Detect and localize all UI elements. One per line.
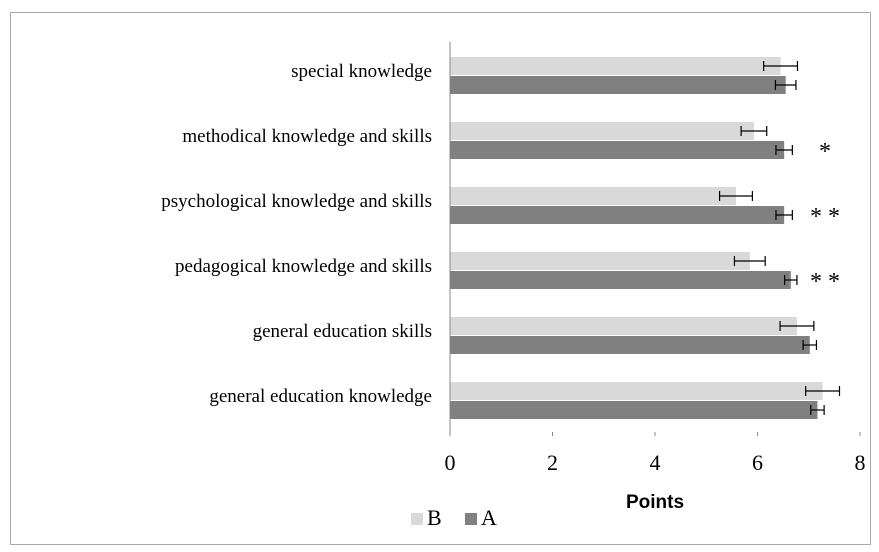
legend-label: A [481, 505, 497, 530]
bar [450, 57, 781, 75]
x-tick-label: 2 [547, 450, 558, 475]
y-tick-label: psychological knowledge and skills [161, 191, 432, 212]
x-tick-label: 4 [650, 450, 661, 475]
bar [450, 141, 785, 159]
y-tick-label: general education knowledge [209, 386, 432, 407]
x-tick-label: 6 [752, 450, 763, 475]
y-tick-label: methodical knowledge and skills [182, 126, 432, 147]
significance-mark: * [819, 139, 837, 165]
error-bar [740, 126, 768, 136]
bar [450, 206, 785, 224]
error-bar [718, 191, 753, 201]
error-bar [810, 405, 825, 415]
error-bar [763, 61, 799, 71]
error-bar [784, 275, 798, 285]
x-tick-label: 8 [855, 450, 866, 475]
y-tick-label: general education skills [253, 321, 432, 342]
bar [450, 187, 736, 205]
bar [450, 252, 750, 270]
y-tick-label: pedagogical knowledge and skills [175, 256, 432, 277]
legend-swatch [465, 513, 477, 525]
error-bar [733, 256, 766, 266]
bar [450, 122, 754, 140]
bar [450, 76, 786, 94]
bar [450, 401, 818, 419]
legend-label: B [427, 505, 442, 530]
legend-swatch [411, 513, 423, 525]
bar [450, 382, 823, 400]
error-bar [775, 210, 793, 220]
significance-mark: ** [810, 269, 846, 295]
bar [450, 336, 810, 354]
error-bar [774, 80, 797, 90]
error-bar [805, 386, 841, 396]
x-axis-label: Points [626, 492, 684, 513]
error-bar [802, 340, 818, 350]
bar [450, 271, 791, 289]
error-bar [779, 321, 815, 331]
significance-mark: ** [810, 204, 846, 230]
x-tick-label: 0 [445, 450, 456, 475]
error-bar [775, 145, 793, 155]
y-tick-label: special knowledge [291, 61, 432, 82]
bar [450, 317, 797, 335]
